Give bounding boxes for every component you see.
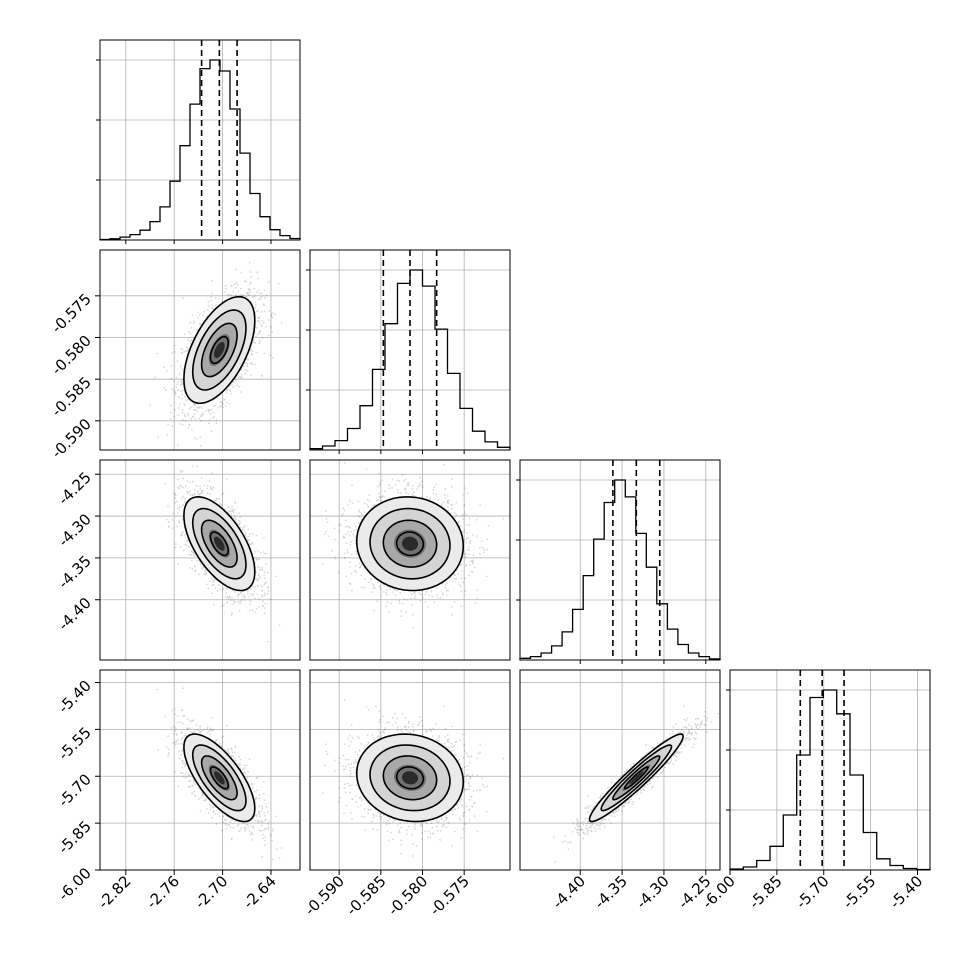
contour-3 [395,766,425,790]
panel-frame [99,39,301,241]
panel-frame [99,459,301,661]
x-tick-label: -2.64 [240,872,280,912]
panel-frame [729,669,931,871]
histogram-panel-0 [96,39,301,244]
contour-0 [183,495,256,592]
contour-0 [183,295,256,405]
x-tick-label: -0.580 [384,872,431,919]
histogram-panel-2 [516,459,721,664]
histogram-bars-3 [729,689,931,871]
contour-2 [612,755,661,801]
histogram-bars-0 [99,59,301,241]
y-tick-label: -0.585 [48,373,95,420]
contour-0 [355,496,465,592]
contour-3 [209,766,229,790]
y-tick-label: -5.85 [55,817,95,857]
histogram-panel-3: -6.00 -5.85 -5.70 -5.55 -5.40 [699,669,931,912]
scatter-panel-3-2: -4.40 -4.35 -4.30 -4.25 [519,669,721,912]
scatter-panel-1-0: -0.575-0.580-0.585-0.590 [48,249,301,462]
density-level-4 [214,771,225,785]
y-tick-label: -4.40 [55,594,95,634]
panel-frame [99,669,301,871]
x-tick-label: -0.590 [301,872,348,919]
histogram-panel-1 [306,249,511,454]
contour-0 [588,733,685,823]
x-tick-label: -0.575 [426,872,473,919]
scatter-panel-2-0: -4.25-4.30-4.35-4.40 [55,459,301,661]
contour-2 [200,755,238,801]
contour-3 [209,335,229,365]
panel-frame [519,459,721,661]
panel-frame [309,669,511,871]
contour-1 [191,744,247,812]
x-tick-label: -5.40 [886,872,926,912]
y-tick-label: -5.40 [55,677,95,717]
contour-0 [355,733,465,823]
y-tick-label: -4.30 [55,510,95,550]
x-tick-label: -2.82 [94,872,134,912]
contour-2 [382,755,438,801]
contour-2 [200,519,238,568]
scatter-panel-2-1 [309,459,511,661]
y-tick-label: -0.590 [48,415,95,462]
contour-0 [183,733,256,823]
contour-2 [200,322,238,378]
y-tick-label: -4.25 [55,468,95,508]
x-tick-label: -5.85 [746,872,786,912]
density-level-4 [214,536,225,551]
contour-1 [369,507,451,580]
contour-1 [191,309,247,391]
contour-1 [369,744,451,812]
panel-frame [309,459,511,661]
contour-3 [623,766,649,790]
density-level-4 [402,536,418,551]
panel-frame [519,669,721,871]
x-tick-label: -0.585 [343,872,390,919]
y-tick-label: -6.00 [55,864,95,904]
contour-2 [382,519,438,568]
scatter-panel-3-0: -5.40 -5.55 -5.70 -5.85 -6.00 -2.82 -2.76 -2.70… [55,669,301,912]
density-level-4 [214,342,225,358]
panel-frame [99,249,301,451]
contour-1 [600,744,673,812]
y-tick-label: -4.35 [55,552,95,592]
histogram-bars-1 [309,269,511,450]
contour-3 [209,531,229,557]
contour-1 [191,507,247,580]
x-tick-label: -4.35 [591,872,631,912]
histogram-bars-2 [519,479,721,660]
contour-3 [395,531,425,557]
y-tick-label: -0.575 [48,290,95,337]
y-tick-label: -5.55 [55,723,95,763]
density-level-4 [402,771,418,785]
density-level-4 [629,771,644,785]
panel-frame [309,249,511,451]
y-tick-label: -5.70 [55,770,95,810]
y-tick-label: -0.580 [48,332,95,379]
scatter-panel-3-1: -0.590-0.585-0.580-0.575 [301,669,511,919]
x-tick-label: -2.70 [191,872,231,912]
x-tick-label: -5.70 [792,872,832,912]
x-tick-label: -4.30 [633,872,673,912]
x-tick-label: -4.40 [549,872,589,912]
x-tick-label: -2.76 [143,872,183,912]
x-tick-label: -5.55 [839,872,879,912]
